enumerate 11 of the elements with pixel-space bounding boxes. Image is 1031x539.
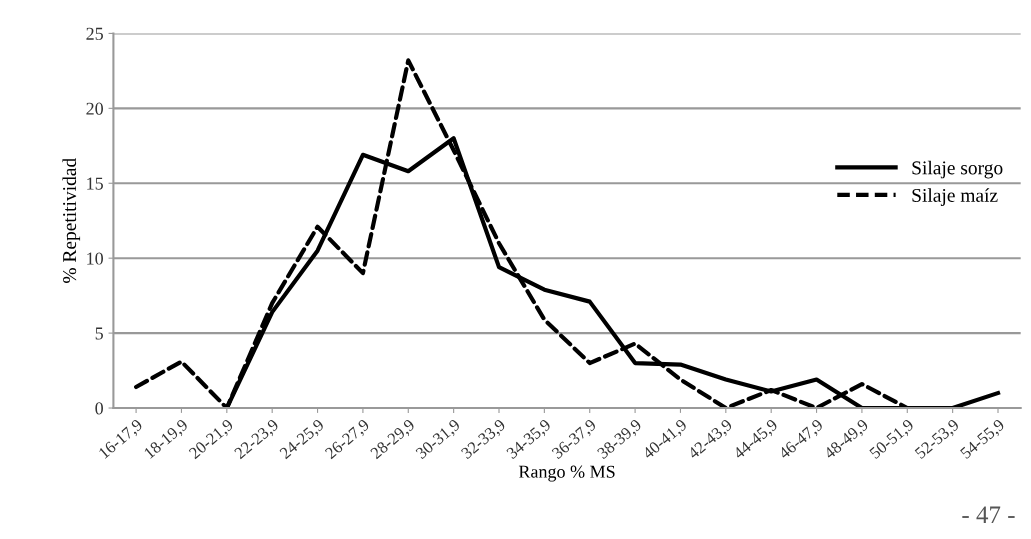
y-axis-title: % Repetitividad <box>62 158 81 283</box>
y-tick-label: 25 <box>86 27 103 40</box>
y-tick-label: 20 <box>86 102 103 115</box>
text: - 47 - <box>962 506 1015 523</box>
y-tick-label: 10 <box>87 252 103 265</box>
y-tick-label: 5 <box>95 327 103 340</box>
legend-label: Silaje maíz <box>912 188 998 206</box>
y-tick-label: 15 <box>87 177 103 190</box>
x-axis-title: Rango % MS <box>518 465 615 482</box>
y-tick-label: 0 <box>95 402 103 415</box>
legend-label: Silaje sorgo <box>912 160 1003 179</box>
